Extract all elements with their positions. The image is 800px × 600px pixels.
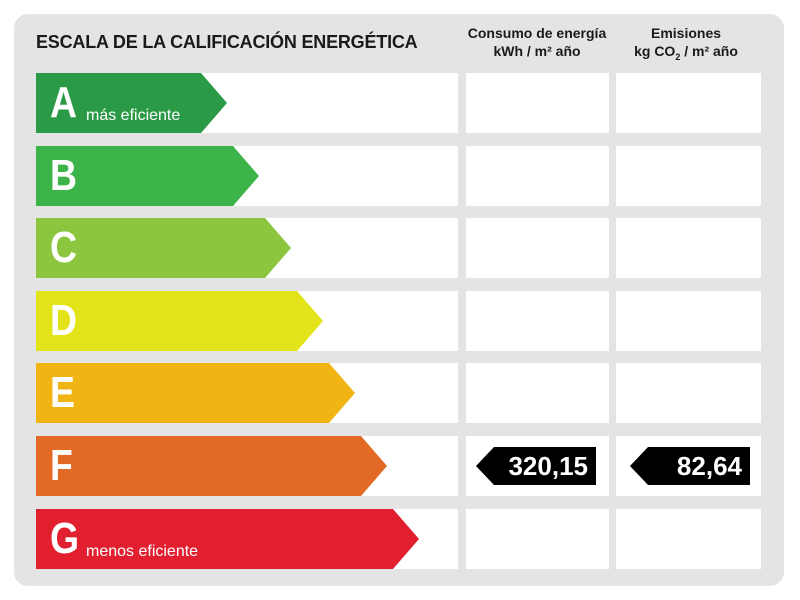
band-f: F xyxy=(36,436,387,496)
emissions-header-line2: kg CO2 / m² año xyxy=(612,42,760,66)
energy-header-line2: kWh / m² año xyxy=(493,43,581,59)
band-letter-b: B xyxy=(50,151,78,200)
energy-value-tag-shape xyxy=(476,447,596,485)
energy-value-tag: 320,15 xyxy=(476,447,596,485)
energy-cell-a xyxy=(466,73,609,133)
band-arrow-d xyxy=(36,291,323,351)
emissions-value-tag-text: 82,64 xyxy=(676,451,742,481)
band-note-g: menos eficiente xyxy=(86,543,199,560)
band-arrow-f xyxy=(36,436,387,496)
energy-header-line1: Consumo de energía xyxy=(467,25,607,41)
scale-title: ESCALA DE LA CALIFICACIÓN ENERGÉTICA xyxy=(36,32,418,52)
emissions-header-line1: Emisiones xyxy=(650,25,722,41)
band-arrow-g xyxy=(36,509,419,569)
band-letter-e: E xyxy=(50,368,75,417)
band-letter-d: D xyxy=(50,296,78,345)
energy-column-header: Consumo de energía kWh / m² año xyxy=(462,24,612,60)
emissions-unit-subscript: 2 xyxy=(675,51,681,62)
emissions-cell-d xyxy=(616,291,761,351)
band-arrow-b xyxy=(36,146,259,206)
band-b: B xyxy=(36,146,259,206)
energy-cell-b xyxy=(466,146,609,206)
emissions-value-tag-shape xyxy=(630,447,750,485)
emissions-cell-g xyxy=(616,509,761,569)
band-arrow-c xyxy=(36,218,291,278)
band-d: D xyxy=(36,291,323,351)
band-letter-g: G xyxy=(50,514,80,563)
emissions-cell-c xyxy=(616,218,761,278)
band-c: C xyxy=(36,218,291,278)
energy-cell-e xyxy=(466,363,609,423)
band-letter-a: A xyxy=(50,78,78,127)
emissions-column-header: Emisiones kg CO2 / m² año xyxy=(612,24,760,66)
energy-cell-d xyxy=(466,291,609,351)
emissions-cell-b xyxy=(616,146,761,206)
energy-cell-g xyxy=(466,509,609,569)
band-note-a: más eficiente xyxy=(86,107,181,124)
band-letter-c: C xyxy=(50,223,78,272)
band-letter-f: F xyxy=(50,441,73,490)
band-arrow-a xyxy=(36,73,227,133)
emissions-unit-suffix: / m² año xyxy=(680,43,738,59)
emissions-unit-prefix: kg CO xyxy=(634,43,676,59)
band-arrow-e xyxy=(36,363,355,423)
emissions-cell-a xyxy=(616,73,761,133)
energy-value-tag-text: 320,15 xyxy=(508,451,588,481)
band-e: E xyxy=(36,363,355,423)
energy-cell-c xyxy=(466,218,609,278)
emissions-value-tag: 82,64 xyxy=(630,447,750,485)
emissions-cell-e xyxy=(616,363,761,423)
